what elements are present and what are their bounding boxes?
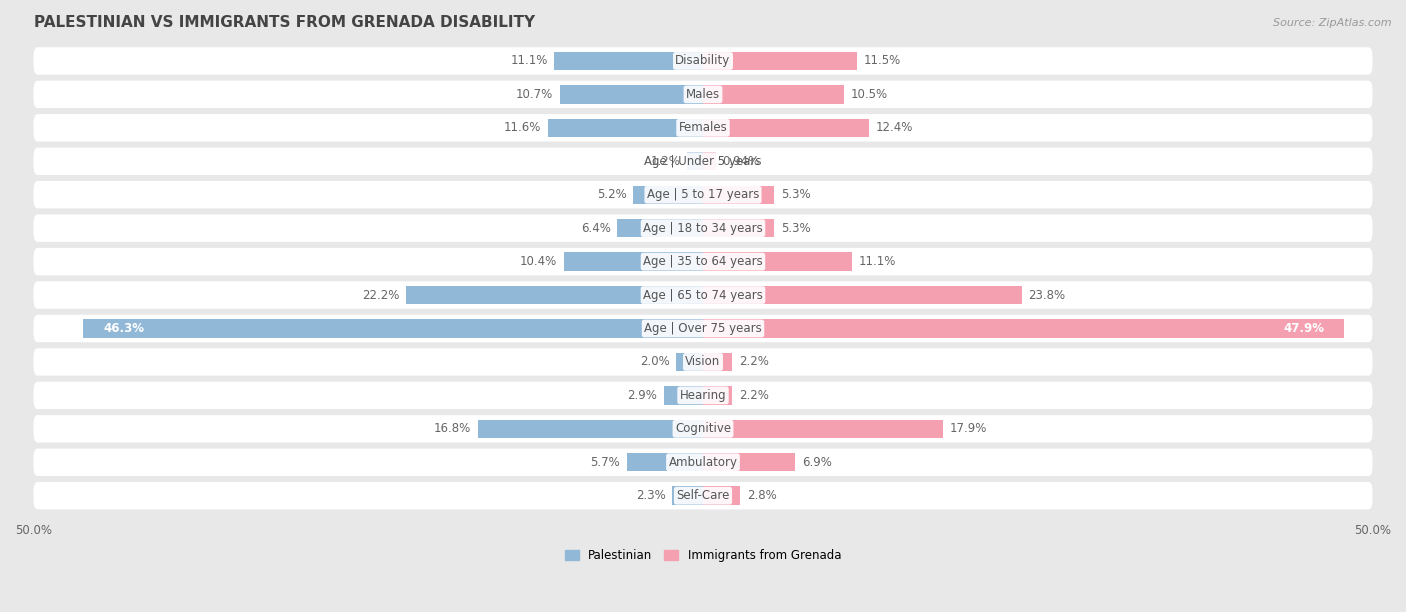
Bar: [703, 487, 741, 505]
Text: 5.7%: 5.7%: [591, 456, 620, 469]
Text: Females: Females: [679, 121, 727, 135]
Text: 11.1%: 11.1%: [510, 54, 548, 67]
FancyBboxPatch shape: [34, 47, 1372, 75]
Text: Cognitive: Cognitive: [675, 422, 731, 435]
Text: 5.3%: 5.3%: [780, 222, 810, 234]
Bar: [703, 219, 773, 237]
Text: 2.3%: 2.3%: [636, 489, 665, 502]
Text: 47.9%: 47.9%: [1284, 322, 1324, 335]
FancyBboxPatch shape: [34, 248, 1372, 275]
Bar: [703, 185, 773, 204]
Text: 11.5%: 11.5%: [863, 54, 901, 67]
FancyBboxPatch shape: [34, 348, 1372, 376]
Bar: [627, 453, 703, 471]
Text: Males: Males: [686, 88, 720, 101]
Bar: [703, 286, 1022, 304]
Text: Vision: Vision: [685, 356, 721, 368]
Text: Self-Care: Self-Care: [676, 489, 730, 502]
Text: Age | 65 to 74 years: Age | 65 to 74 years: [643, 288, 763, 302]
Text: Ambulatory: Ambulatory: [668, 456, 738, 469]
Bar: [548, 119, 703, 137]
Bar: [664, 386, 703, 405]
Bar: [478, 420, 703, 438]
Bar: [83, 319, 703, 338]
Bar: [564, 252, 703, 271]
Text: 6.9%: 6.9%: [801, 456, 832, 469]
Bar: [703, 52, 858, 70]
Text: 5.2%: 5.2%: [598, 188, 627, 201]
FancyBboxPatch shape: [34, 482, 1372, 509]
FancyBboxPatch shape: [34, 415, 1372, 442]
Text: 1.2%: 1.2%: [651, 155, 681, 168]
FancyBboxPatch shape: [34, 382, 1372, 409]
Bar: [703, 453, 796, 471]
Text: 10.4%: 10.4%: [520, 255, 557, 268]
Text: Source: ZipAtlas.com: Source: ZipAtlas.com: [1274, 18, 1392, 28]
Text: 2.0%: 2.0%: [640, 356, 669, 368]
Bar: [703, 252, 852, 271]
Text: 10.5%: 10.5%: [851, 88, 887, 101]
Text: 11.1%: 11.1%: [858, 255, 896, 268]
Text: 0.94%: 0.94%: [723, 155, 759, 168]
FancyBboxPatch shape: [34, 282, 1372, 308]
Text: 2.2%: 2.2%: [740, 356, 769, 368]
Text: 46.3%: 46.3%: [103, 322, 145, 335]
FancyBboxPatch shape: [34, 114, 1372, 141]
Bar: [703, 353, 733, 371]
FancyBboxPatch shape: [34, 214, 1372, 242]
Bar: [633, 185, 703, 204]
Text: Age | 5 to 17 years: Age | 5 to 17 years: [647, 188, 759, 201]
Text: Hearing: Hearing: [679, 389, 727, 402]
Text: 11.6%: 11.6%: [503, 121, 541, 135]
Text: 6.4%: 6.4%: [581, 222, 610, 234]
Text: 2.9%: 2.9%: [627, 389, 658, 402]
Text: 23.8%: 23.8%: [1028, 288, 1066, 302]
Bar: [703, 85, 844, 103]
Text: Age | Under 5 years: Age | Under 5 years: [644, 155, 762, 168]
Text: 10.7%: 10.7%: [516, 88, 553, 101]
Bar: [676, 353, 703, 371]
Bar: [703, 152, 716, 171]
Bar: [554, 52, 703, 70]
Text: 16.8%: 16.8%: [434, 422, 471, 435]
Text: Age | Over 75 years: Age | Over 75 years: [644, 322, 762, 335]
FancyBboxPatch shape: [34, 315, 1372, 342]
Text: PALESTINIAN VS IMMIGRANTS FROM GRENADA DISABILITY: PALESTINIAN VS IMMIGRANTS FROM GRENADA D…: [34, 15, 534, 30]
FancyBboxPatch shape: [34, 181, 1372, 209]
Text: 5.3%: 5.3%: [780, 188, 810, 201]
Text: Age | 18 to 34 years: Age | 18 to 34 years: [643, 222, 763, 234]
Bar: [703, 119, 869, 137]
Text: 17.9%: 17.9%: [949, 422, 987, 435]
Text: Age | 35 to 64 years: Age | 35 to 64 years: [643, 255, 763, 268]
Text: 12.4%: 12.4%: [876, 121, 912, 135]
Text: 2.8%: 2.8%: [747, 489, 778, 502]
Bar: [703, 319, 1344, 338]
Legend: Palestinian, Immigrants from Grenada: Palestinian, Immigrants from Grenada: [560, 545, 846, 567]
Bar: [617, 219, 703, 237]
Text: Disability: Disability: [675, 54, 731, 67]
Bar: [406, 286, 703, 304]
FancyBboxPatch shape: [34, 449, 1372, 476]
FancyBboxPatch shape: [34, 147, 1372, 175]
Text: 22.2%: 22.2%: [361, 288, 399, 302]
Bar: [560, 85, 703, 103]
Text: 2.2%: 2.2%: [740, 389, 769, 402]
Bar: [672, 487, 703, 505]
Bar: [688, 152, 703, 171]
Bar: [703, 386, 733, 405]
FancyBboxPatch shape: [34, 81, 1372, 108]
Bar: [703, 420, 942, 438]
